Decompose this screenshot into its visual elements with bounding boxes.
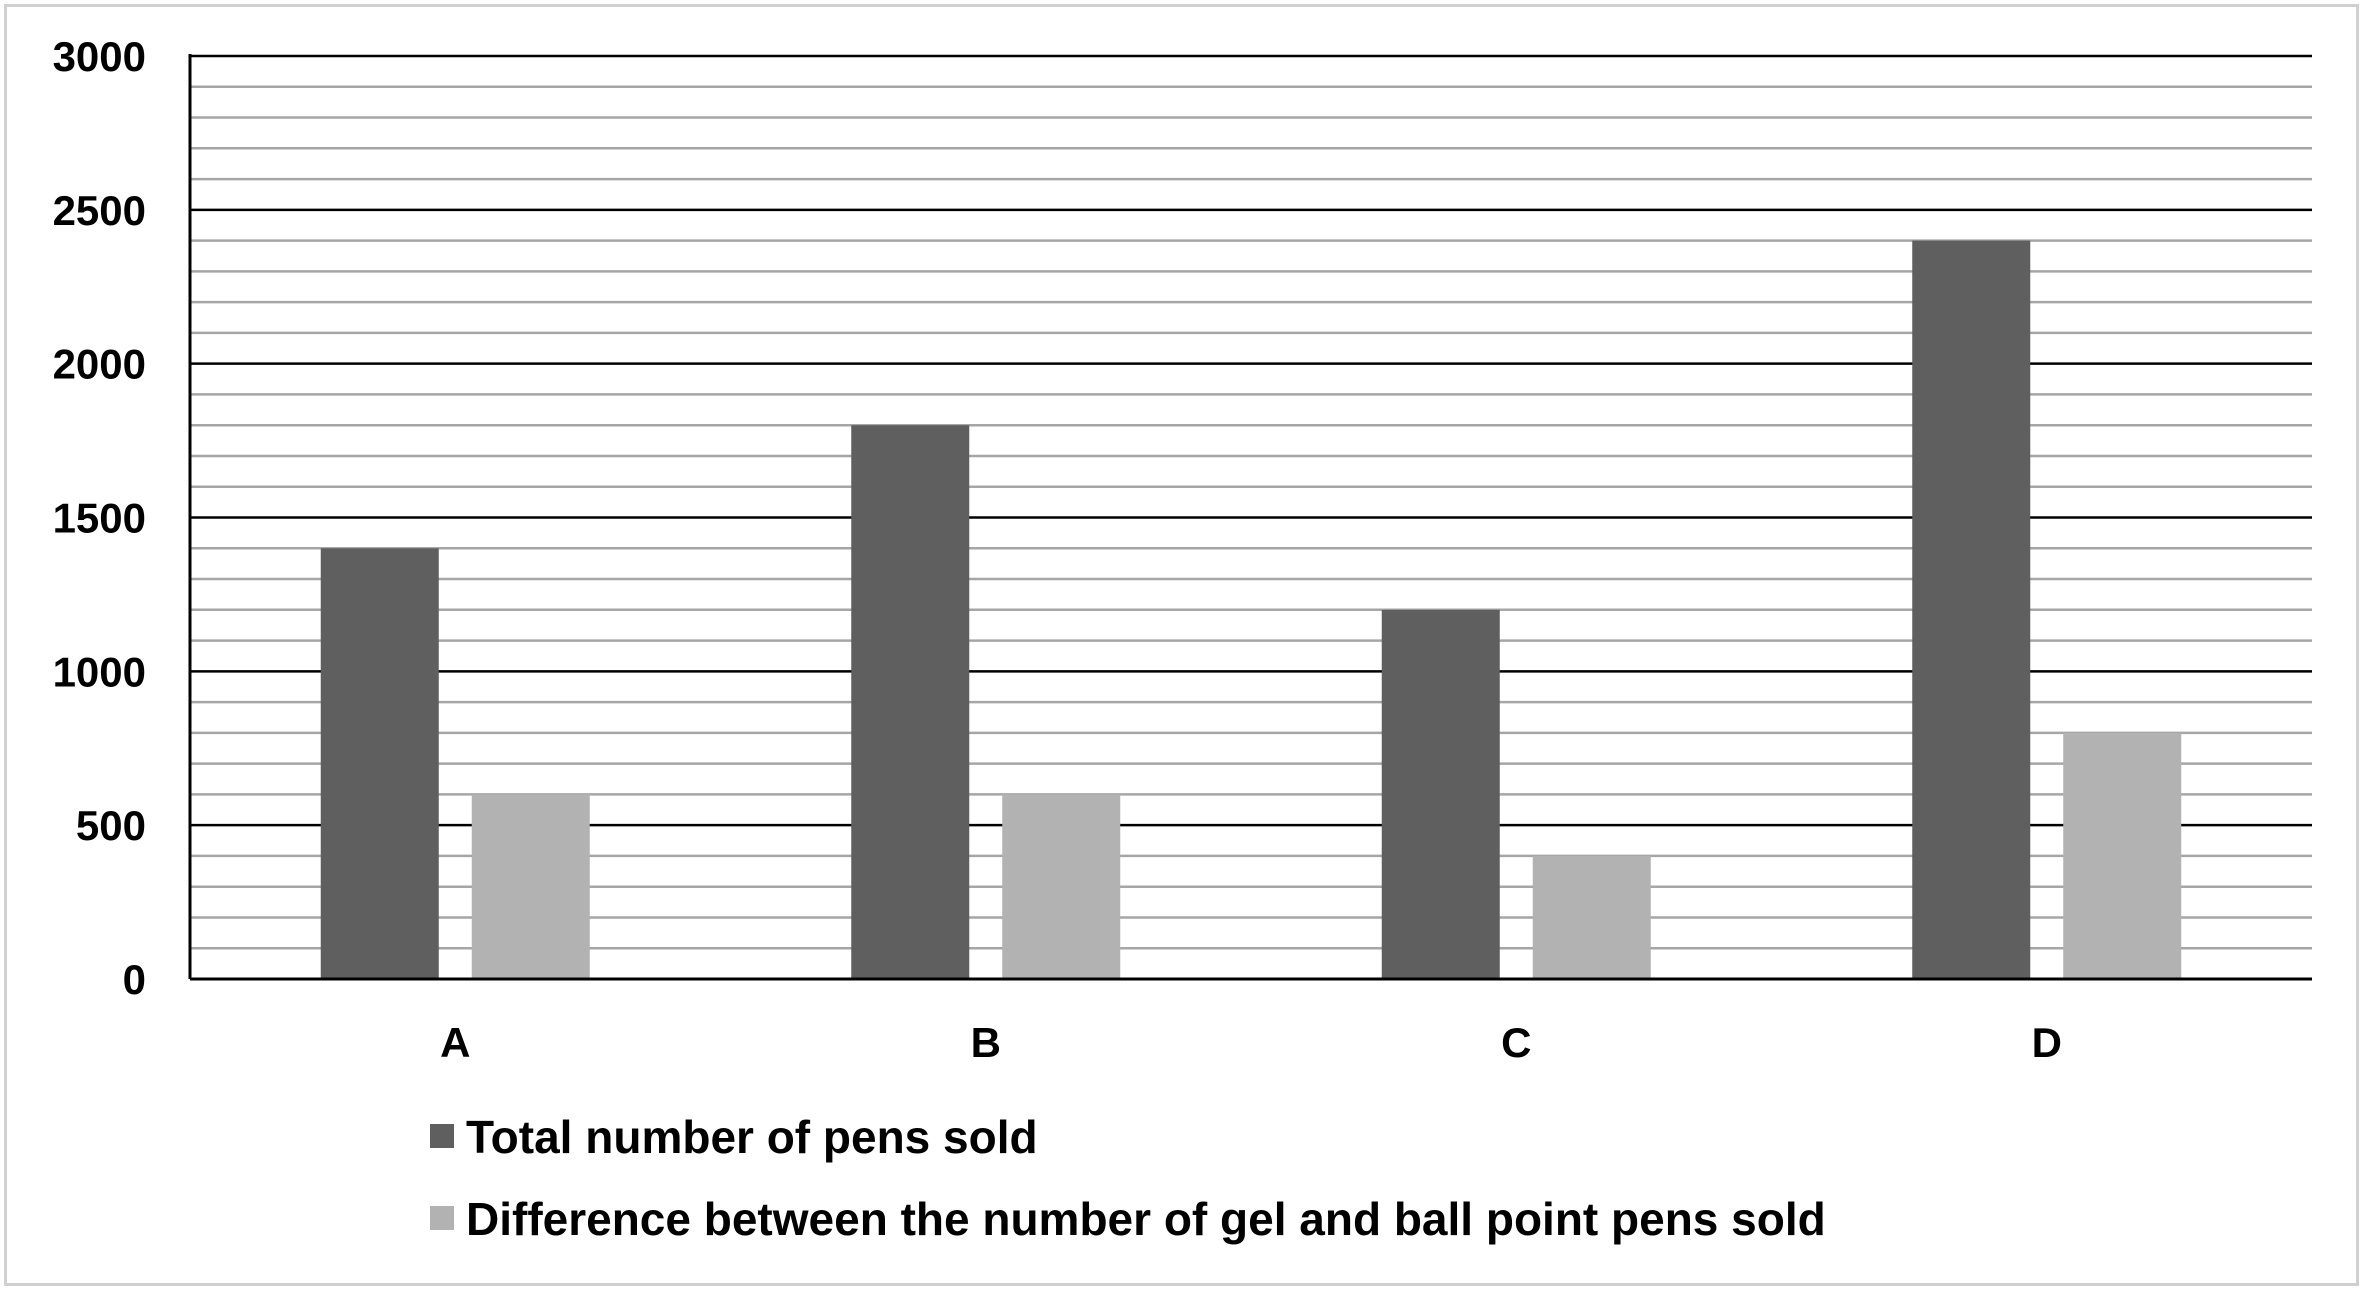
y-tick-label: 1500 <box>53 495 146 542</box>
y-tick-label: 1000 <box>53 648 146 695</box>
x-tick-labels: A B C D <box>440 1019 2062 1066</box>
bar-D-series-2 <box>2063 732 2182 979</box>
legend-label-series-2: Difference between the number of gel and… <box>466 1193 1826 1245</box>
x-tick-label-C: C <box>1501 1019 1531 1066</box>
bar-C-series-1 <box>1381 609 1500 979</box>
bar-B-series-2 <box>1002 794 1121 979</box>
legend: Total number of pens sold Difference betw… <box>430 1111 1826 1245</box>
legend-swatch-series-2 <box>430 1206 454 1230</box>
y-tick-label: 500 <box>76 802 146 849</box>
axes <box>188 54 2312 981</box>
bar-B-series-1 <box>851 425 970 979</box>
x-tick-label-D: D <box>2032 1019 2062 1066</box>
y-tick-label: 3000 <box>53 33 146 80</box>
y-tick-label: 2000 <box>53 341 146 388</box>
bar-D-series-1 <box>1912 240 2031 980</box>
bar-C-series-2 <box>1532 855 1651 979</box>
bars <box>320 240 2182 980</box>
x-tick-label-B: B <box>971 1019 1001 1066</box>
bar-A-series-2 <box>471 794 590 979</box>
x-tick-label-A: A <box>440 1019 470 1066</box>
y-tick-labels: 0 500 1000 1500 2000 2500 3000 <box>53 33 146 1003</box>
bar-A-series-1 <box>320 548 439 979</box>
y-tick-label: 2500 <box>53 187 146 234</box>
y-tick-label: 0 <box>123 956 146 1003</box>
legend-label-series-1: Total number of pens sold <box>466 1111 1038 1163</box>
legend-swatch-series-1 <box>430 1124 454 1148</box>
